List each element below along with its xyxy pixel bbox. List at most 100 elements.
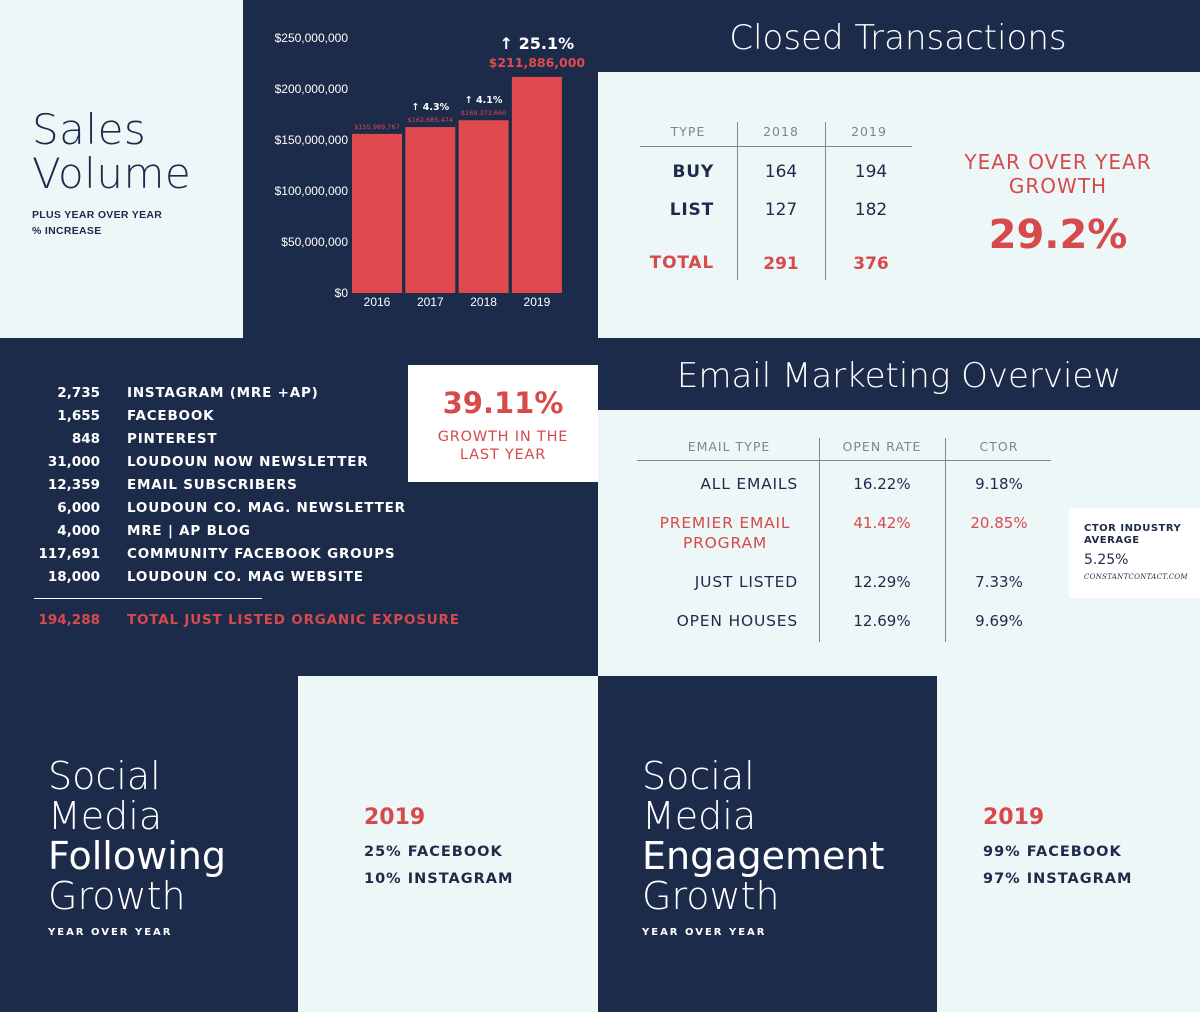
exposure-item-num: 18,000: [47, 569, 100, 585]
x-tick-label: 2018: [470, 295, 497, 309]
em-header-ctor: CTOR: [979, 439, 1019, 454]
em-col-divider-1: [819, 438, 820, 642]
exposure-item-label: FACEBOOK: [127, 408, 215, 424]
ct-row-buy-2019: 194: [854, 162, 888, 182]
sales-volume-title: Sales Volume: [32, 105, 192, 198]
exposure-total-label: TOTAL JUST LISTED ORGANIC EXPOSURE: [127, 612, 460, 628]
bar-growth-label: ↑ 4.3%: [411, 102, 449, 113]
y-tick-label: $50,000,000: [281, 235, 348, 249]
closed-transactions-title: Closed Transactions: [729, 18, 1067, 58]
y-tick-label: $150,000,000: [275, 133, 349, 147]
email-row-open-rate: 12.29%: [853, 573, 911, 591]
ct-col-divider-2: [825, 122, 826, 280]
bar-growth-label: ↑ 4.1%: [465, 95, 503, 106]
x-tick-label: 2017: [417, 295, 444, 309]
ct-row-buy-2018: 164: [764, 162, 798, 182]
x-tick-label: 2019: [524, 295, 551, 309]
exposure-item-num: 12,359: [47, 477, 100, 493]
em-header-type: EMAIL TYPE: [687, 439, 771, 454]
exposure-growth-value: 39.11%: [442, 386, 564, 420]
email-row-type: ALL EMAILS: [700, 475, 798, 493]
sales-volume-panel: [0, 0, 243, 338]
social-following-subtitle: YEAR OVER YEAR: [48, 927, 173, 938]
exposure-item-label: LOUDOUN NOW NEWSLETTER: [127, 454, 369, 470]
ct-row-list-2018: 127: [764, 200, 798, 220]
exposure-item-label: PINTEREST: [127, 431, 218, 447]
ct-growth-value: 29.2%: [988, 212, 1128, 258]
bar-value-label: $169,373,660: [461, 109, 507, 117]
y-tick-label: $100,000,000: [275, 184, 349, 198]
sales-volume-subtitle: PLUS YEAR OVER YEAR % INCREASE: [32, 209, 163, 237]
email-row-open-rate: 12.69%: [853, 612, 911, 630]
exposure-item-label: LOUDOUN CO. MAG. NEWSLETTER: [127, 500, 406, 516]
exposure-total-num: 194,288: [38, 612, 101, 628]
ct-header-2019: 2019: [851, 124, 887, 139]
exposure-item-num: 1,655: [57, 408, 100, 424]
ct-row-buy-type: BUY: [672, 162, 714, 182]
y-tick-label: $200,000,000: [275, 82, 349, 96]
y-tick-label: $0: [335, 286, 349, 300]
ct-header-type: TYPE: [670, 124, 706, 139]
ct-row-total-type: TOTAL: [649, 253, 714, 273]
em-header-open: OPEN RATE: [842, 439, 922, 454]
exposure-growth-label: GROWTH IN THE LAST YEAR: [437, 429, 569, 463]
social-following-title: Social Media Following Growth: [48, 754, 226, 918]
social-following-panel: [298, 676, 598, 1012]
em-col-divider-2: [945, 438, 946, 642]
bar: [458, 120, 509, 294]
exposure-item-label: COMMUNITY FACEBOOK GROUPS: [127, 546, 396, 562]
ct-col-divider-1: [737, 122, 738, 280]
email-row-type: OPEN HOUSES: [676, 612, 798, 630]
sales-volume-chart: $0 $50,000,000 $100,000,000 $150,000,000 $20…: [275, 31, 586, 309]
ct-row-list-2019: 182: [854, 200, 888, 220]
ctor-industry-value: 5.25%: [1084, 552, 1129, 568]
exposure-item-num: 31,000: [47, 454, 100, 470]
email-row-ctor: 20.85%: [970, 514, 1028, 532]
exposure-item-num: 2,735: [57, 385, 100, 401]
bar-value-label: $211,886,000: [489, 55, 586, 70]
ct-row-list-type: LIST: [669, 200, 714, 220]
exposure-item-label: EMAIL SUBSCRIBERS: [127, 477, 298, 493]
em-header-divider: [637, 460, 1051, 461]
exposure-item-num: 6,000: [57, 500, 100, 516]
social-following-stat-instagram: 10% INSTAGRAM: [364, 871, 514, 887]
email-row-ctor: 9.18%: [975, 475, 1023, 493]
ct-row-total-2018: 291: [763, 254, 799, 274]
email-row-open-rate: 41.42%: [853, 514, 911, 532]
exposure-item-label: LOUDOUN CO. MAG WEBSITE: [127, 569, 364, 585]
ct-row-total-2019: 376: [853, 254, 889, 274]
bar-value-label: $155,989,767: [354, 123, 400, 131]
bar: [352, 133, 402, 293]
ctor-industry-box: [1069, 508, 1200, 598]
exposure-growth-box: [408, 365, 598, 482]
email-row-ctor: 9.69%: [975, 612, 1023, 630]
social-engagement-stat-instagram: 97% INSTAGRAM: [983, 871, 1133, 887]
closed-transactions-panel: [598, 72, 1200, 338]
ctor-industry-label: CTOR INDUSTRY AVERAGE: [1084, 523, 1182, 546]
bar-growth-label: ↑ 25.1%: [500, 34, 574, 53]
bar-value-label: $162,685,474: [408, 116, 454, 124]
social-engagement-stat-facebook: 99% FACEBOOK: [983, 844, 1122, 860]
email-row-open-rate: 16.22%: [853, 475, 911, 493]
social-engagement-panel: [937, 676, 1200, 1012]
email-row-ctor: 7.33%: [975, 573, 1023, 591]
social-following-stat-facebook: 25% FACEBOOK: [364, 844, 503, 860]
ct-header-divider: [640, 146, 912, 147]
ct-growth-label: YEAR OVER YEAR GROWTH: [964, 150, 1152, 198]
bar: [405, 127, 456, 293]
exposure-item-num: 848: [71, 431, 100, 447]
exposure-divider: [34, 598, 262, 599]
x-tick-label: 2016: [364, 295, 391, 309]
email-row-type: JUST LISTED: [694, 573, 798, 591]
social-engagement-subtitle: YEAR OVER YEAR: [642, 927, 767, 938]
email-row-type: PREMIER EMAIL PROGRAM: [659, 514, 791, 552]
ct-header-2018: 2018: [763, 124, 799, 139]
email-marketing-title: Email Marketing Overview: [676, 356, 1122, 396]
social-engagement-title: Social Media Engagement Growth: [642, 754, 885, 918]
exposure-item-label: INSTAGRAM (MRE +AP): [127, 385, 319, 401]
exposure-item-label: MRE | AP BLOG: [127, 523, 251, 539]
y-tick-label: $250,000,000: [275, 31, 349, 45]
social-engagement-year: 2019: [983, 805, 1045, 830]
social-following-year: 2019: [364, 805, 426, 830]
ctor-industry-source: CONSTANTCONTACT.COM: [1084, 573, 1188, 581]
